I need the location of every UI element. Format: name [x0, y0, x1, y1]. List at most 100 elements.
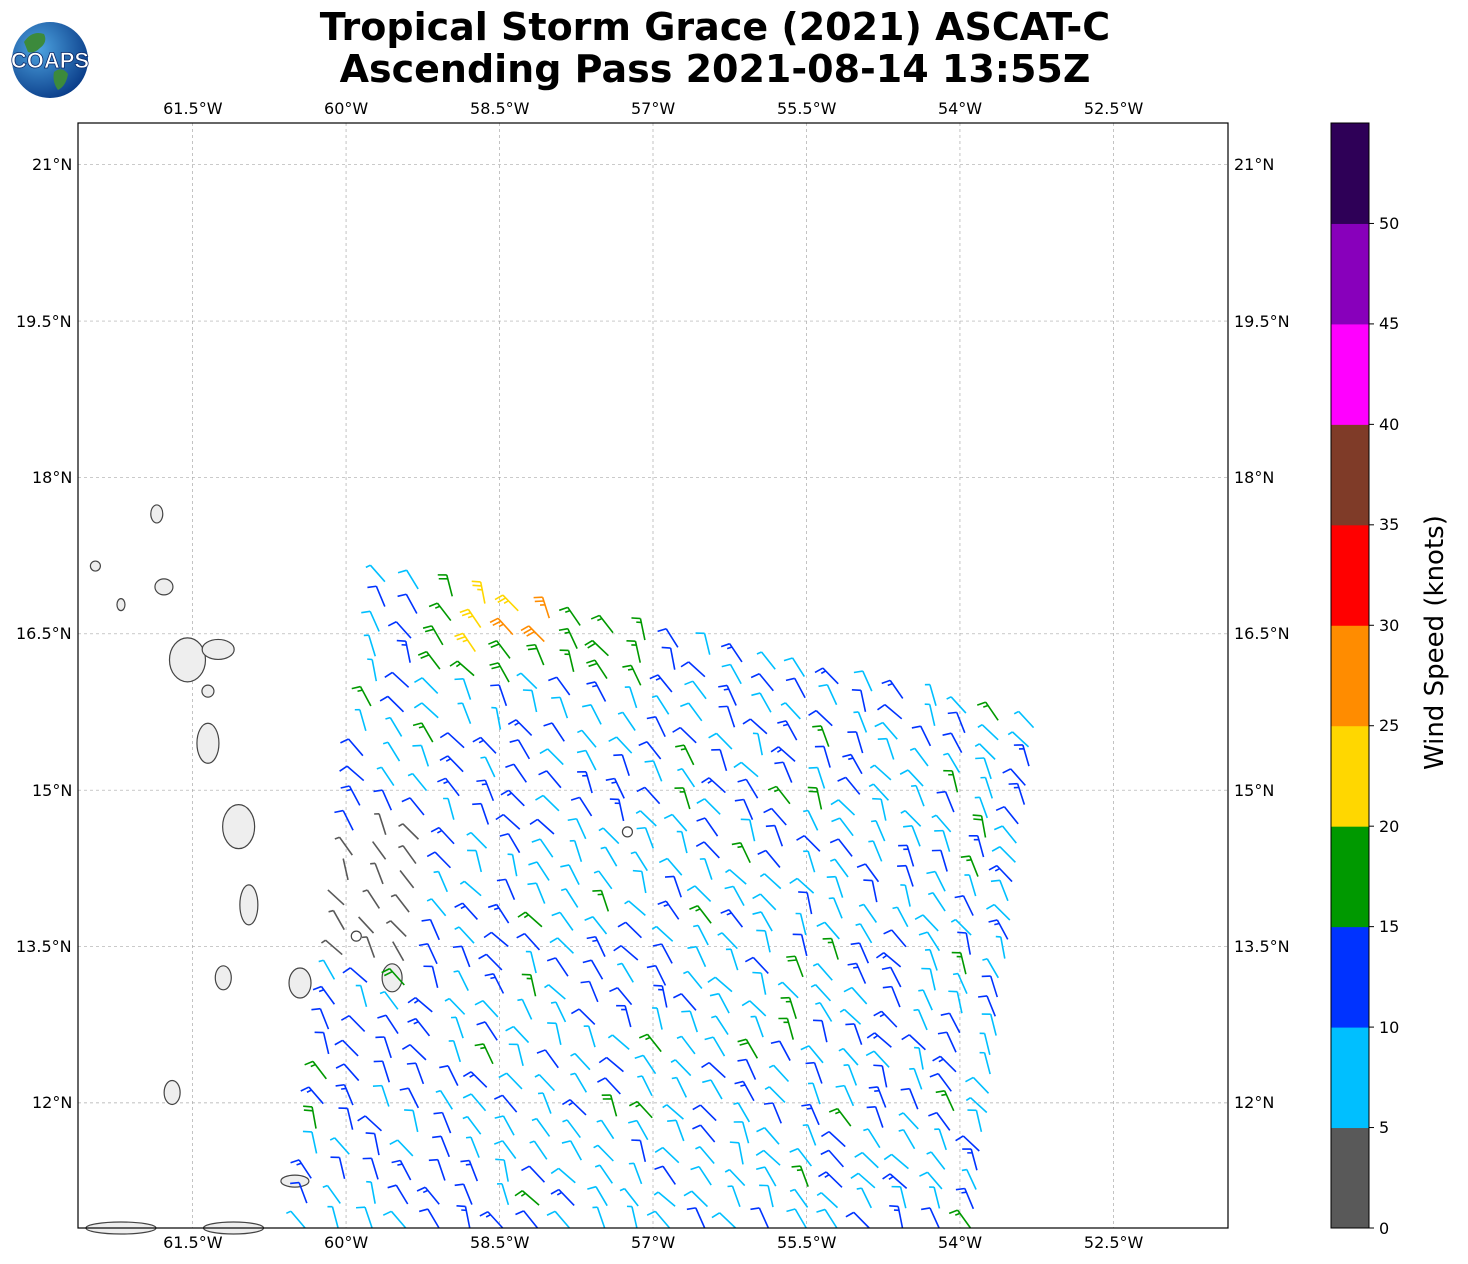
barb-flag [887, 682, 893, 687]
barb-staff [391, 671, 410, 688]
wind-barb [689, 905, 712, 924]
barb-flag [645, 1036, 651, 1041]
barb-flag [854, 1151, 863, 1158]
wind-barb [962, 1148, 978, 1171]
wind-barb [609, 798, 625, 822]
barb-staff [548, 984, 566, 1000]
barb-staff [395, 1184, 409, 1205]
barb-staff [556, 676, 571, 696]
wind-barb [952, 972, 968, 995]
barb-staff [322, 1032, 330, 1055]
barb-staff [644, 827, 655, 849]
barb-flag [770, 746, 780, 753]
barb-flag [598, 1056, 608, 1064]
wind-barb [496, 878, 516, 900]
barb-flag [653, 984, 663, 987]
barb-staff [950, 696, 967, 714]
wind-barb [677, 767, 696, 788]
barb-staff [1010, 768, 1026, 786]
wind-barb [449, 660, 475, 677]
wind-barb [636, 826, 655, 849]
map-frame [77, 122, 1229, 1229]
barb-flag [384, 671, 393, 678]
barb-flag [630, 851, 636, 855]
wind-barb [711, 1212, 737, 1229]
barb-staff [535, 882, 546, 904]
barb-flag [921, 1207, 931, 1211]
barb-flag [877, 703, 886, 711]
wind-barb [693, 924, 709, 946]
island-coastlines [85, 504, 634, 1235]
barb-flag [711, 1212, 721, 1219]
barb-staff [797, 1148, 813, 1167]
barb-flag [497, 597, 507, 604]
barb-staff [429, 919, 440, 941]
wind-barb [756, 1126, 780, 1145]
barb-flag [560, 864, 570, 868]
barb-staff [440, 1136, 451, 1158]
barb-staff [859, 923, 873, 944]
wind-barb [358, 916, 375, 934]
wind-barb [972, 814, 987, 838]
barb-flag [515, 1210, 525, 1216]
wind-barb [608, 736, 633, 754]
lon-tick-label-top: 52.5°W [1083, 98, 1144, 118]
barb-flag [465, 1163, 471, 1166]
colorbar-segment [1331, 524, 1369, 626]
barb-flag [726, 646, 733, 650]
wind-barb [977, 724, 999, 741]
wind-barb [314, 1031, 330, 1055]
barb-flag [789, 877, 798, 885]
barb-flag [605, 777, 615, 781]
barb-staff [517, 739, 531, 760]
colorbar-frame [1330, 122, 1370, 1229]
barb-flag [750, 1207, 760, 1211]
barb-flag [990, 879, 1000, 883]
barb-flag [580, 980, 590, 984]
wind-barb [837, 776, 861, 795]
wind-barb [931, 814, 952, 833]
wind-barb [898, 844, 915, 867]
barb-flag [311, 1007, 321, 1011]
barb-staff [501, 1094, 518, 1113]
barb-staff [370, 1181, 376, 1204]
wind-barb [654, 1146, 680, 1164]
barb-flag [675, 744, 685, 748]
barb-flag [773, 788, 780, 793]
island [214, 965, 232, 991]
wind-barb [684, 680, 707, 700]
barb-staff [406, 569, 419, 590]
barb-staff [986, 958, 1000, 979]
barb-staff [981, 724, 999, 741]
wind-barb [397, 593, 418, 614]
barb-flag [752, 911, 762, 915]
wind-barb [628, 1100, 653, 1119]
barb-staff [392, 941, 405, 962]
wind-barb [835, 1084, 855, 1107]
wind-barb [630, 851, 648, 872]
barb-flag [950, 918, 956, 923]
barb-staff [837, 838, 853, 857]
barb-flag [582, 959, 592, 964]
barb-flag [667, 1119, 677, 1122]
barb-staff [484, 756, 496, 778]
wind-barb [582, 959, 604, 980]
barb-flag [597, 617, 603, 622]
wind-barb [851, 688, 867, 712]
colorbar-segment [1331, 1027, 1369, 1129]
lat-tick-label-right: 19.5°N [1234, 311, 1290, 331]
barb-flag [433, 870, 439, 874]
barb-staff [978, 743, 996, 760]
barb-flag [420, 654, 430, 660]
wind-barb [924, 703, 936, 726]
barb-staff [737, 1102, 751, 1123]
wind-barb [601, 1094, 618, 1117]
barb-staff [729, 664, 742, 685]
wind-barb [535, 794, 560, 812]
wind-barb [616, 1004, 632, 1028]
barb-flag [389, 1139, 399, 1146]
barb-flag [847, 962, 857, 966]
barb-flag [646, 964, 656, 969]
wind-barb [901, 1034, 926, 1051]
barb-staff [688, 702, 703, 722]
